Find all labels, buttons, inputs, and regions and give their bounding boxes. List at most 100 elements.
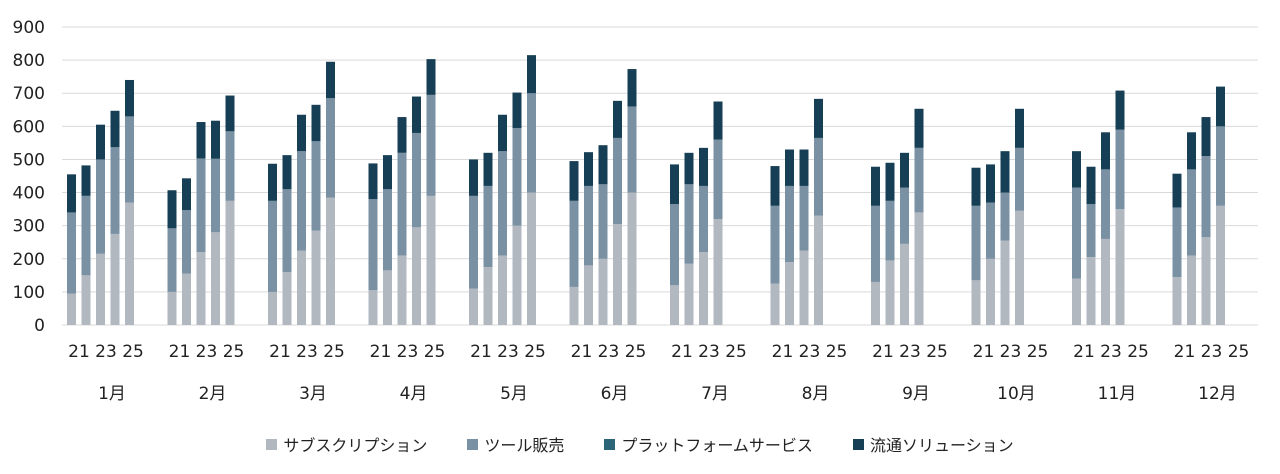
x-category-label: 7月 <box>701 384 729 404</box>
bar-segment <box>713 139 723 220</box>
bar-segment <box>196 122 206 159</box>
bar-segment <box>182 178 191 211</box>
bar-segment <box>498 255 507 325</box>
bar-segment <box>584 152 593 186</box>
bar-segment <box>684 152 694 185</box>
bar-segment <box>1216 86 1225 127</box>
bar-segment <box>699 147 708 186</box>
bar-segment <box>1201 156 1211 238</box>
bar-segment <box>225 131 235 201</box>
bar-segment <box>1172 276 1182 325</box>
bar-segment <box>613 137 622 225</box>
bar-segment <box>1072 278 1081 325</box>
bar-segment <box>814 215 823 325</box>
bar-segment <box>96 159 105 254</box>
bar-segment <box>225 200 235 325</box>
bar-segment <box>125 116 134 203</box>
bar-segment <box>527 55 536 94</box>
legend-item: 流通ソリューション <box>852 432 1014 456</box>
x-year-tick-labels: 21 23 25 <box>973 342 1049 362</box>
bar-segment <box>986 258 995 325</box>
bar-segment <box>368 290 378 325</box>
legend-item: サブスクリプション <box>266 432 427 456</box>
bar-segment <box>900 243 909 325</box>
bar-segment <box>412 132 421 228</box>
bar-segment <box>1172 207 1182 277</box>
x-year-tick-labels: 21 23 25 <box>671 342 747 362</box>
bar-segment <box>512 127 522 226</box>
bar-segment <box>1115 129 1125 210</box>
bar-segment <box>67 293 76 325</box>
bar-segment <box>1216 126 1225 206</box>
bar-segment <box>268 200 277 292</box>
bar-segment <box>311 104 321 142</box>
bar-segment <box>885 162 895 201</box>
bar-segment <box>971 280 981 325</box>
bar-segment <box>1086 204 1096 258</box>
bar-segment <box>1000 151 1010 193</box>
x-category-label: 4月 <box>400 384 428 404</box>
bar-segment <box>914 212 924 325</box>
x-year-tick-labels: 21 23 25 <box>68 342 144 362</box>
bar-segment <box>1101 238 1110 325</box>
bar-segment <box>1172 173 1182 208</box>
legend-label: 流通ソリューション <box>869 436 1014 455</box>
bar-segment <box>397 117 407 153</box>
bar-segment <box>383 189 392 271</box>
bar-segment <box>670 285 679 325</box>
bar-segment <box>569 200 579 287</box>
bar-segment <box>1015 108 1024 148</box>
bar-segment <box>914 108 924 148</box>
bar-segment <box>598 258 608 325</box>
bar-segment <box>397 152 407 256</box>
bar-segment <box>469 159 478 196</box>
bar-segment <box>282 155 292 190</box>
legend-label: サブスクリプション <box>283 436 428 455</box>
x-category-label: 11月 <box>1098 384 1137 404</box>
bar-segment <box>914 147 924 213</box>
bar-segment <box>498 114 507 152</box>
bar-segment <box>297 151 306 251</box>
x-year-tick-labels: 21 23 25 <box>269 342 345 362</box>
bar-segment <box>110 110 120 148</box>
bar-segment <box>483 152 493 186</box>
chart-legend: サブスクリプション ツール販売 プラットフォームサービス 流通ソリューション <box>0 432 1280 456</box>
bar-segment <box>871 281 880 325</box>
bar-segment <box>569 161 579 201</box>
bar-segment <box>1101 132 1110 170</box>
bar-segment <box>96 124 105 160</box>
bar-segment <box>426 59 436 95</box>
bar-segment <box>196 158 206 253</box>
bar-segment <box>584 185 593 266</box>
bar-segment <box>670 204 679 286</box>
x-category-label: 5月 <box>500 384 528 404</box>
bar-segment <box>282 272 292 325</box>
bar-segment <box>770 283 780 325</box>
bar-segment <box>110 147 120 234</box>
bar-segment <box>613 100 622 138</box>
legend-swatch <box>467 438 479 450</box>
bar-segment <box>699 252 708 325</box>
bar-segment <box>699 185 708 253</box>
bar-segment <box>713 219 723 325</box>
bar-segment <box>125 79 134 117</box>
y-tick-label: 500 <box>13 150 45 170</box>
y-tick-label: 600 <box>13 117 45 137</box>
bar-segment <box>268 163 277 201</box>
bar-segment <box>326 197 335 325</box>
bar-segment <box>900 152 909 188</box>
bar-segment <box>225 95 235 132</box>
bar-segment <box>368 199 378 291</box>
bar-segment <box>125 202 134 325</box>
bar-segment <box>598 145 608 185</box>
bar-segment <box>1187 169 1196 256</box>
bar-segment <box>268 291 277 325</box>
bar-segment <box>1115 90 1125 130</box>
bar-segment <box>196 252 206 325</box>
bar-segment <box>986 202 995 259</box>
bar-segment <box>770 166 780 206</box>
legend-item: ツール販売 <box>467 432 564 456</box>
y-tick-label: 900 <box>13 18 45 38</box>
bar-segment <box>426 94 436 196</box>
bar-segment <box>512 92 522 128</box>
